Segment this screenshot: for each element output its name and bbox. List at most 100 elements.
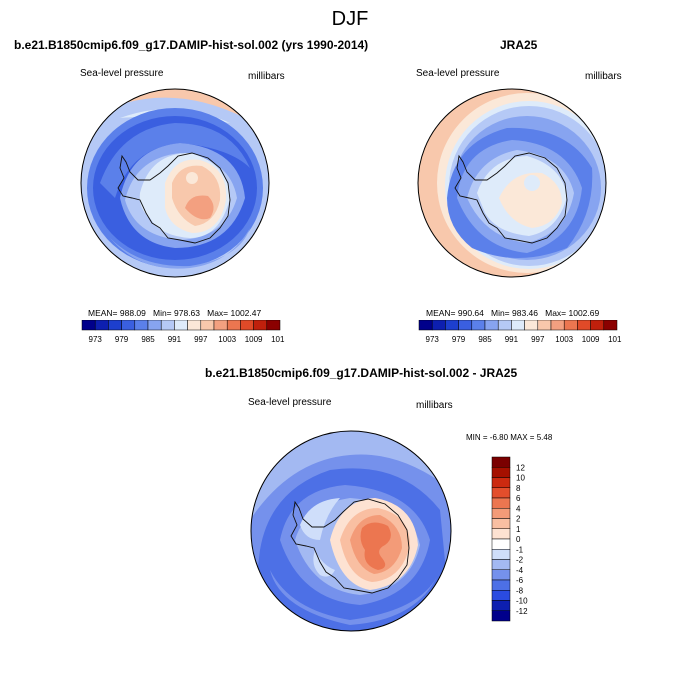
panel2-colorbar-tick-label: 991 bbox=[505, 335, 519, 344]
panel1-colorbar: 973 979 985 991 997 1003 1009 1015 bbox=[81, 320, 285, 344]
panel2-colorbar-box bbox=[497, 320, 512, 331]
panel3-units-label: millibars bbox=[416, 400, 453, 411]
panel1-colorbar-tick-label: 991 bbox=[168, 335, 182, 344]
panel2-colorbar-tick-label: 979 bbox=[452, 335, 466, 344]
panel2-colorbar-tick-label: 997 bbox=[531, 335, 545, 344]
panel3-title: b.e21.B1850cmip6.f09_g17.DAMIP-hist-sol.… bbox=[205, 366, 518, 380]
panel2-colorbar-tick-label: 1015 bbox=[608, 335, 622, 344]
panel1-colorbar-box bbox=[174, 320, 188, 331]
panel3-coastline bbox=[290, 498, 410, 594]
panel2-max: Max= 1002.69 bbox=[545, 308, 600, 318]
panel3-colorbar-tick-label: 0 bbox=[516, 535, 521, 544]
panel2-colorbar-box bbox=[445, 320, 459, 331]
panel3-colorbar-tick-label: 6 bbox=[516, 494, 521, 503]
panel2-colorbar-box bbox=[577, 320, 591, 331]
panel2-colorbar-box bbox=[431, 320, 446, 331]
panel3-outline bbox=[250, 430, 452, 632]
panel3-colorbar-tick-label: 12 bbox=[516, 463, 525, 472]
panel2-colorbar-box bbox=[524, 320, 539, 331]
panel2-colorbar-box bbox=[484, 320, 499, 331]
panel3-colorbar-box bbox=[491, 538, 511, 550]
panel3-colorbar-box bbox=[491, 590, 511, 601]
panel1-colorbar-box bbox=[147, 320, 162, 331]
panel2-field-label: Sea-level pressure bbox=[416, 68, 500, 79]
panel3-colorbar-tick-label: 8 bbox=[516, 484, 521, 493]
figure-title: DJF bbox=[331, 8, 369, 30]
panel2-colorbar-box bbox=[511, 320, 525, 331]
panel1-colorbar-box bbox=[160, 320, 175, 331]
panel2-colorbar: 973 979 985 991 997 1003 1009 1015 bbox=[418, 320, 622, 344]
panel2-units-label: millibars bbox=[585, 71, 622, 82]
panel2-outline bbox=[417, 88, 607, 278]
panel2-title: JRA25 bbox=[500, 38, 538, 52]
panel1-colorbar-box bbox=[134, 320, 149, 331]
panel1-colorbar-tick-label: 985 bbox=[141, 335, 155, 344]
panel3-colorbar-box bbox=[491, 549, 511, 560]
panel1-max: Max= 1002.47 bbox=[207, 308, 262, 318]
panel2-colorbar-box bbox=[537, 320, 552, 331]
panel1-colorbar-box bbox=[266, 320, 281, 331]
panel1-coastline bbox=[117, 152, 231, 244]
panel2-colorbar-box bbox=[458, 320, 473, 331]
panel1-colorbar-box bbox=[200, 320, 215, 331]
panel3-colorbar-box bbox=[491, 528, 511, 540]
panel2-colorbar-tick-label: 1009 bbox=[582, 335, 600, 344]
panel3-colorbar-box bbox=[491, 610, 511, 622]
panel3-colorbar-tick-label: -12 bbox=[516, 607, 528, 616]
panel2-stats: MEAN= 990.64 Min= 983.46 Max= 1002.69 bbox=[426, 308, 599, 318]
panel3-colorbar-box bbox=[491, 487, 511, 499]
panel2-colorbar-box bbox=[550, 320, 565, 331]
panel3-colorbar-tick-label: 4 bbox=[516, 504, 521, 513]
panel3-colorbar-box bbox=[491, 477, 511, 488]
panel2-colorbar-tick-label: 985 bbox=[478, 335, 492, 344]
panel3-colorbar-tick-label: -4 bbox=[516, 566, 524, 575]
panel3-colorbar-box bbox=[491, 579, 511, 591]
panel2-coastline bbox=[454, 152, 568, 244]
panel1-field-label: Sea-level pressure bbox=[80, 68, 164, 79]
panel3-colorbar-box bbox=[491, 497, 511, 509]
panel2-colorbar-box bbox=[418, 320, 433, 331]
panel2-colorbar-box bbox=[563, 320, 578, 331]
panel3-colorbar-box bbox=[491, 600, 511, 611]
panel2-colorbar-tick-label: 1003 bbox=[555, 335, 573, 344]
panel3-contours bbox=[251, 431, 451, 631]
panel3-colorbar-box bbox=[491, 569, 511, 581]
panel1-mean: MEAN= 988.09 bbox=[88, 308, 146, 318]
panel3-colorbar-box bbox=[491, 467, 511, 478]
panel1-colorbar-box bbox=[121, 320, 136, 331]
panel3-colorbar-box bbox=[491, 518, 511, 529]
panel1-colorbar-box bbox=[226, 320, 241, 331]
panel3-colorbar-tick-label: -1 bbox=[516, 545, 524, 554]
panel1-min: Min= 978.63 bbox=[152, 308, 201, 318]
panel1-outline bbox=[80, 88, 270, 278]
panel1-colorbar-box bbox=[213, 320, 228, 331]
panel3-colorbar-tick-label: 1 bbox=[516, 525, 521, 534]
panel3-colorbar-box bbox=[491, 508, 511, 519]
panel3-colorbar-box bbox=[491, 456, 511, 468]
panel3-colorbar-tick-label: -8 bbox=[516, 586, 524, 595]
panel3-colorbar-tick-label: -2 bbox=[516, 556, 524, 565]
panel1-colorbar-tick-label: 1003 bbox=[218, 335, 236, 344]
panel3-minmax: MIN = -6.80 MAX = 5.48 bbox=[466, 433, 553, 442]
panel1-colorbar-box bbox=[253, 320, 268, 331]
panel3-field-label: Sea-level pressure bbox=[248, 397, 332, 408]
panel1-title: b.e21.B1850cmip6.f09_g17.DAMIP-hist-sol.… bbox=[14, 38, 369, 52]
panel1-colorbar-box bbox=[108, 320, 122, 331]
panel1-colorbar-box bbox=[240, 320, 254, 331]
panel2-colorbar-tick-label: 973 bbox=[426, 335, 440, 344]
panel1-colorbar-box bbox=[187, 320, 202, 331]
panel2-map bbox=[417, 88, 607, 278]
panel1-map bbox=[80, 88, 270, 278]
panel2-min: Min= 983.46 bbox=[490, 308, 539, 318]
panel1-colorbar-box bbox=[94, 320, 109, 331]
panel3-colorbar-tick-label: -10 bbox=[516, 597, 528, 606]
panel2-colorbar-box bbox=[603, 320, 618, 331]
panel2-mean: MEAN= 990.64 bbox=[426, 308, 484, 318]
panel1-units-label: millibars bbox=[248, 71, 285, 82]
panel3-colorbar-tick-label: -6 bbox=[516, 576, 524, 585]
panel3-colorbar-tick-label: 2 bbox=[516, 515, 521, 524]
panel3-colorbar-tick-label: 10 bbox=[516, 474, 525, 483]
panel1-colorbar-tick-label: 979 bbox=[115, 335, 129, 344]
panel1-colorbar-tick-label: 997 bbox=[194, 335, 208, 344]
